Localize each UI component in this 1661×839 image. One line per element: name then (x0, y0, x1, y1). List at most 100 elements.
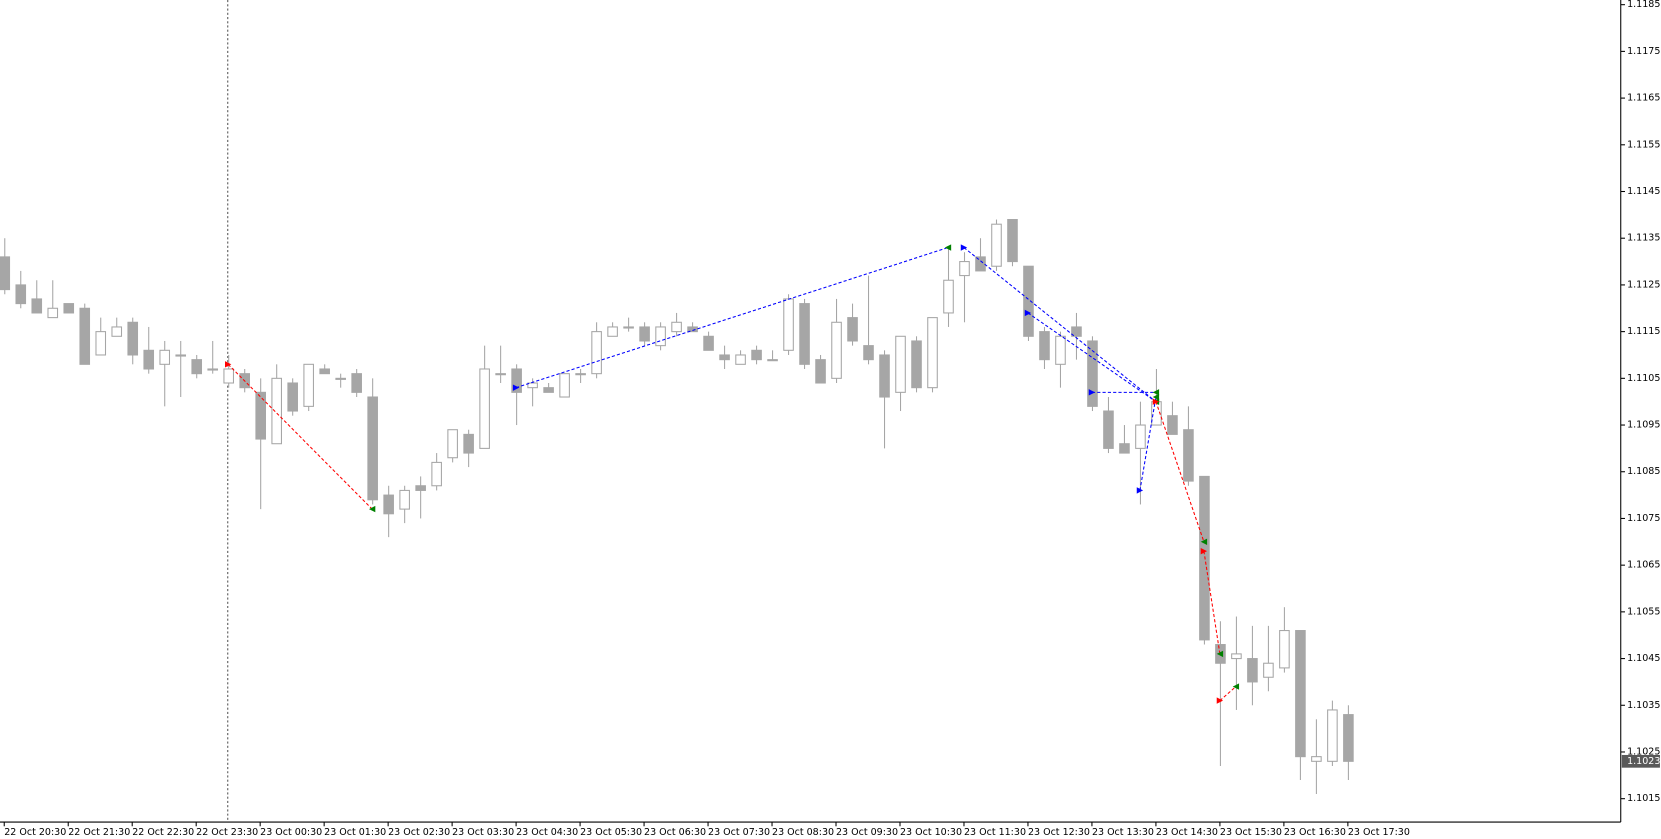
candle-body (863, 345, 874, 361)
x-tick-label: 22 Oct 23:30 (196, 827, 258, 838)
candle-body (223, 368, 235, 384)
candle-body (975, 256, 986, 272)
y-tick-label: 1.1045 (1627, 653, 1660, 664)
candle-body (1295, 630, 1306, 758)
x-tick-label: 23 Oct 00:30 (260, 827, 322, 838)
candle-body (447, 429, 458, 459)
x-tick-label: 23 Oct 07:30 (708, 827, 770, 838)
candle-body (1247, 658, 1258, 683)
candle-body (591, 331, 602, 375)
candle-body (943, 279, 954, 314)
candle-body (1263, 662, 1274, 678)
candle-body (703, 335, 714, 351)
candle-body (191, 359, 203, 375)
candle-body (1199, 475, 1210, 641)
y-tick-label: 1.1085 (1627, 466, 1660, 477)
candle-body (159, 349, 171, 365)
x-tick-label: 23 Oct 03:30 (452, 827, 514, 838)
candle-body (847, 317, 858, 342)
trade-marker (1200, 547, 1208, 555)
x-tick-label: 22 Oct 20:30 (4, 827, 66, 838)
candle-body (991, 223, 1002, 267)
trade-line (963, 247, 1157, 403)
candle-body (1279, 630, 1290, 669)
candle-body (143, 349, 155, 370)
x-tick-label: 22 Oct 21:30 (68, 827, 130, 838)
trade-marker (944, 244, 952, 251)
y-tick-label: 1.1165 (1627, 93, 1660, 104)
trade-line (1203, 551, 1221, 654)
candle-body (911, 340, 922, 389)
candle-body (495, 373, 506, 376)
x-tick-label: 23 Oct 05:30 (580, 827, 642, 838)
x-tick-label: 23 Oct 04:30 (516, 827, 578, 838)
trade-marker (960, 244, 968, 251)
y-tick-label: 1.1135 (1627, 233, 1660, 244)
candle-body (511, 368, 522, 393)
candle-body (287, 382, 298, 412)
candle-body (783, 298, 794, 351)
candle-body (63, 303, 75, 314)
candle-body (895, 335, 906, 393)
candle-body (271, 377, 282, 445)
trade-marker (1232, 683, 1240, 690)
candle-body (303, 363, 314, 407)
trade-marker (1152, 393, 1160, 401)
candle-body (671, 321, 682, 333)
candle-body (383, 494, 394, 515)
candle-body (1119, 443, 1130, 454)
candle-body (1135, 424, 1146, 449)
candle-body (879, 354, 890, 398)
candle-body (1231, 653, 1242, 660)
candle-body (959, 261, 970, 277)
candle-body (623, 326, 634, 329)
x-tick-label: 23 Oct 16:30 (1284, 827, 1346, 838)
candle-body (735, 354, 746, 365)
candle-body (335, 377, 346, 380)
trade-marker (1216, 697, 1224, 704)
candle-body (1007, 219, 1018, 263)
trade-marker (1152, 398, 1160, 405)
y-tick-label: 1.1055 (1627, 606, 1660, 617)
candle-body (927, 317, 938, 389)
candle-body (607, 326, 618, 337)
trade-marker (1088, 389, 1096, 396)
trade-marker (1200, 538, 1208, 545)
last-price-label: 1.1023 (1627, 756, 1660, 767)
x-tick-label: 23 Oct 17:30 (1348, 827, 1410, 838)
x-tick-label: 23 Oct 12:30 (1028, 827, 1090, 838)
y-tick-label: 1.1065 (1627, 560, 1660, 571)
x-tick-label: 23 Oct 06:30 (644, 827, 706, 838)
candle-body (111, 326, 123, 337)
candle-body (1103, 410, 1114, 449)
trade-marker (1152, 389, 1160, 396)
candle-body (1071, 326, 1082, 337)
x-tick-label: 23 Oct 09:30 (836, 827, 898, 838)
candle-body (1087, 340, 1098, 407)
x-tick-label: 23 Oct 14:30 (1156, 827, 1218, 838)
y-tick-label: 1.1075 (1627, 513, 1660, 524)
x-tick-label: 22 Oct 22:30 (132, 827, 194, 838)
trade-line (227, 363, 373, 510)
candle-body (1311, 756, 1322, 762)
candle-body (687, 326, 698, 333)
x-tick-label: 23 Oct 01:30 (324, 827, 386, 838)
y-tick-label: 1.1155 (1627, 139, 1660, 150)
candle-body (527, 382, 538, 389)
candle-body (1023, 265, 1034, 337)
candle-body (751, 349, 762, 361)
candle-body (79, 307, 91, 365)
candle-body (319, 368, 330, 375)
candle-body (351, 373, 362, 393)
y-tick-label: 1.1015 (1627, 793, 1660, 804)
y-tick-label: 1.1185 (1627, 0, 1660, 10)
candle-body (799, 303, 810, 365)
candle-body (1183, 429, 1194, 482)
last-price-box (1621, 754, 1660, 768)
candle-body (415, 485, 426, 491)
candle-body (1327, 709, 1338, 762)
candle-body (1039, 331, 1050, 361)
trade-line (1219, 686, 1237, 702)
